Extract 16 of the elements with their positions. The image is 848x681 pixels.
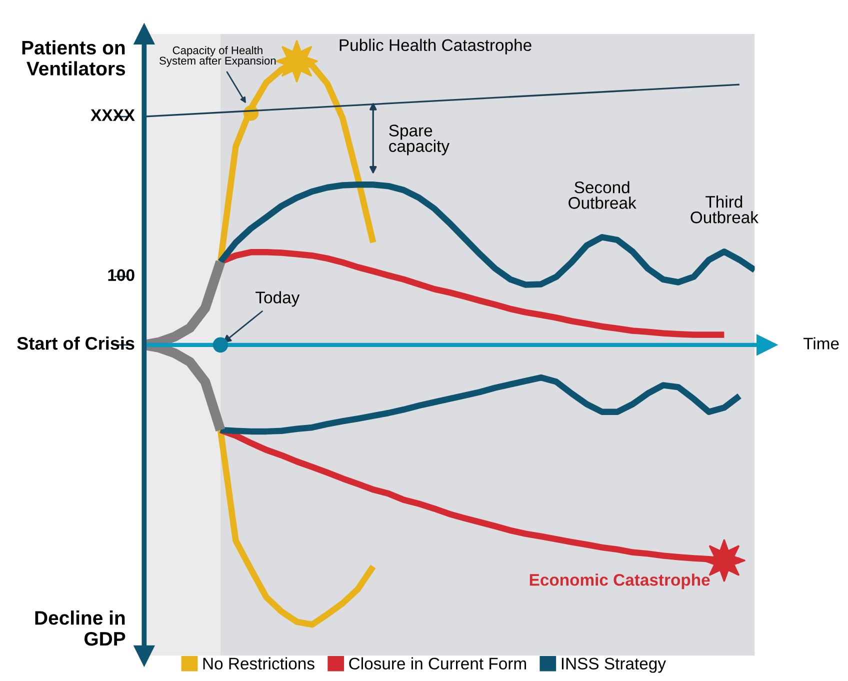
annotation: Economic Catastrophe	[530, 574, 710, 590]
y-axis-title: Patients on Ventilators	[22, 40, 126, 76]
text: 100	[108, 269, 134, 282]
text: XXXX	[90, 109, 135, 121]
text: Decline in GDP	[35, 610, 126, 646]
annotation: Third Outbreak	[690, 196, 758, 224]
annotation: Today	[256, 291, 300, 307]
annotation: Spare capacity	[389, 124, 450, 156]
ref-line-label: Start of Crisis	[17, 336, 134, 350]
legend-label: Closure in Current Form	[349, 657, 526, 670]
annotation: Capacity of Health System after Expansion	[160, 46, 276, 67]
legend-label: INSS Strategy	[562, 658, 666, 673]
x-axis-title: Time	[803, 337, 839, 350]
legend-label: No Restrictions	[203, 657, 314, 670]
text: Public Health Catastrophe	[340, 38, 532, 54]
annotation: Second Outbreak	[568, 181, 636, 209]
